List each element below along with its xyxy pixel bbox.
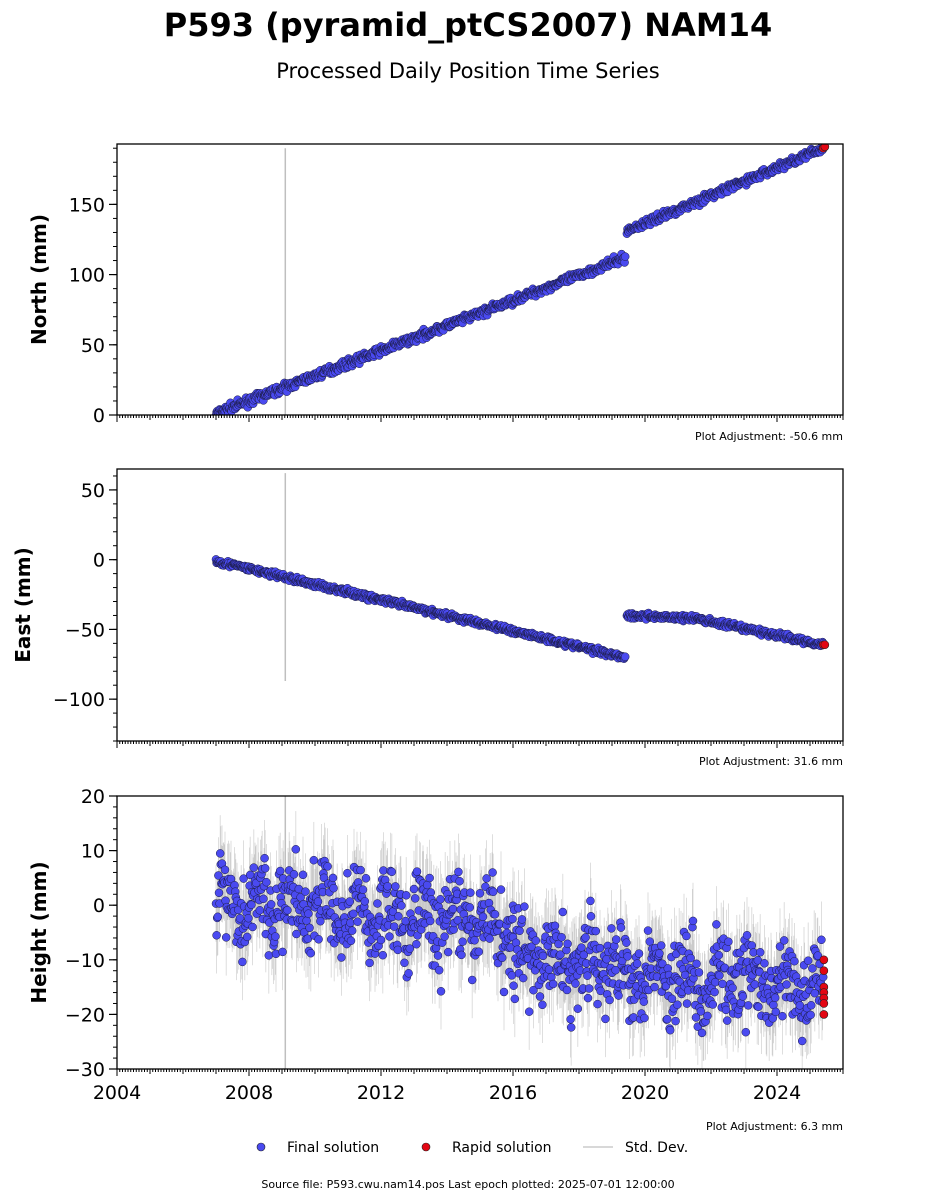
east-plot-area	[211, 473, 830, 682]
y-tick-label: −100	[53, 689, 105, 711]
north-final-points	[211, 144, 828, 415]
north-y-axis-label: North (mm)	[27, 214, 51, 345]
y-tick-label: 100	[69, 265, 105, 287]
north-y-ticks	[109, 147, 117, 416]
east-panel: −100 −50 0 50 East (mm)	[11, 468, 844, 748]
east-rapid-points	[818, 640, 830, 650]
east-axes-frame	[116, 468, 844, 742]
figure-title: P593 (pyramid_ptCS2007) NAM14	[164, 6, 772, 44]
rapid-point	[820, 144, 830, 152]
final-point	[620, 652, 630, 661]
east-y-ticks	[109, 475, 117, 742]
height-std-dev-bars	[215, 811, 824, 1069]
north-rapid-points	[818, 144, 830, 153]
y-tick-label: 0	[93, 405, 105, 427]
east-x-ticks	[116, 741, 844, 748]
north-plot-area	[211, 144, 830, 415]
north-panel: 0 50 100 150 North (mm)	[27, 143, 844, 427]
y-tick-label: 0	[93, 550, 105, 572]
height-plot-area	[211, 796, 829, 1069]
height-panel: 2004 2008 2012 2016 2020 2024−30−20−1001020He…	[27, 786, 844, 1104]
east-std-dev-bars	[215, 555, 824, 663]
north-x-ticks	[116, 415, 844, 422]
y-tick-label: 150	[69, 194, 105, 216]
final-point	[620, 252, 630, 261]
east-final-points	[211, 555, 828, 663]
y-tick-label: 50	[81, 335, 105, 357]
east-y-axis-label: East (mm)	[11, 547, 35, 663]
y-tick-label: 50	[81, 480, 105, 502]
rapid-point	[820, 640, 830, 650]
y-tick-label: −50	[65, 619, 105, 641]
figure-subtitle: Processed Daily Position Time Series	[276, 59, 660, 83]
